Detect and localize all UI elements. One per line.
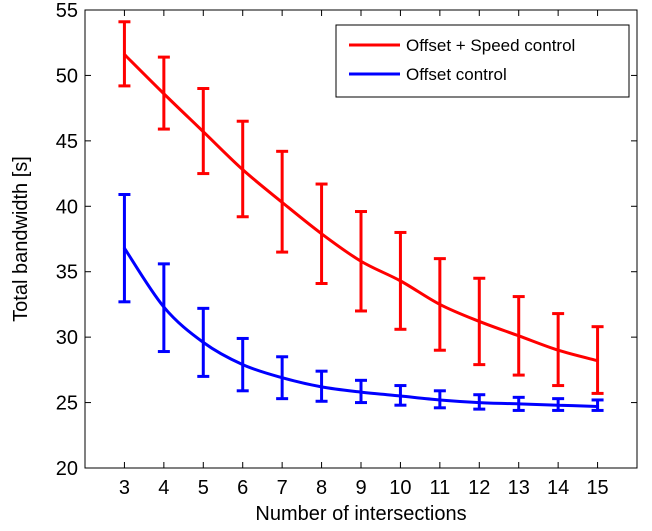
- data-point: [398, 394, 402, 398]
- data-point: [201, 130, 205, 134]
- data-point: [517, 402, 521, 406]
- x-tick-label: 3: [119, 477, 130, 499]
- legend-label-offset-speed-control: Offset + Speed control: [406, 36, 575, 55]
- data-point: [241, 363, 245, 367]
- legend: Offset + Speed control Offset control: [335, 24, 630, 98]
- y-tick-label: 45: [56, 131, 78, 153]
- x-tick-label: 4: [158, 477, 169, 499]
- data-point: [517, 334, 521, 338]
- data-point: [438, 302, 442, 306]
- data-point: [596, 404, 600, 408]
- data-point: [122, 246, 126, 250]
- y-axis-label: Total bandwidth [s]: [10, 156, 32, 322]
- data-point: [477, 319, 481, 323]
- x-axis-label: Number of intersections: [255, 503, 466, 525]
- x-tick-label: 5: [198, 477, 209, 499]
- data-point: [398, 279, 402, 283]
- data-point: [320, 232, 324, 236]
- x-tick-label: 13: [508, 477, 530, 499]
- data-point: [241, 168, 245, 172]
- x-tick-label: 9: [355, 477, 366, 499]
- data-point: [122, 52, 126, 56]
- data-point: [280, 200, 284, 204]
- data-point: [280, 376, 284, 380]
- data-point: [438, 398, 442, 402]
- series-offset-speed-control: [118, 20, 604, 395]
- legend-label-offset-control: Offset control: [406, 65, 507, 84]
- data-point: [359, 390, 363, 394]
- y-tick-label: 55: [56, 0, 78, 22]
- x-tick-label: 12: [468, 477, 490, 499]
- data-point: [201, 340, 205, 344]
- data-point: [477, 401, 481, 405]
- data-point: [556, 403, 560, 407]
- data-point: [162, 305, 166, 309]
- x-tick-label: 6: [237, 477, 248, 499]
- data-point: [596, 359, 600, 363]
- data-point: [162, 92, 166, 96]
- y-tick-label: 25: [56, 393, 78, 415]
- data-point: [556, 348, 560, 352]
- series-line: [123, 53, 598, 363]
- y-tick-label: 20: [56, 458, 78, 480]
- y-tick-label: 35: [56, 262, 78, 284]
- x-tick-label: 11: [429, 477, 450, 499]
- y-tick-label: 50: [56, 65, 78, 87]
- data-point: [359, 259, 363, 263]
- x-tick-label: 10: [389, 477, 411, 499]
- legend-box: [335, 24, 630, 98]
- x-tick-label: 15: [586, 477, 608, 499]
- data-point: [320, 385, 324, 389]
- x-tick-label: 14: [547, 477, 569, 499]
- series-offset-control: [118, 193, 604, 412]
- x-tick-label: 8: [316, 477, 327, 499]
- y-tick-label: 30: [56, 327, 78, 349]
- x-tick-label: 7: [277, 477, 288, 499]
- series-layer: [118, 20, 604, 412]
- y-tick-label: 40: [56, 196, 78, 218]
